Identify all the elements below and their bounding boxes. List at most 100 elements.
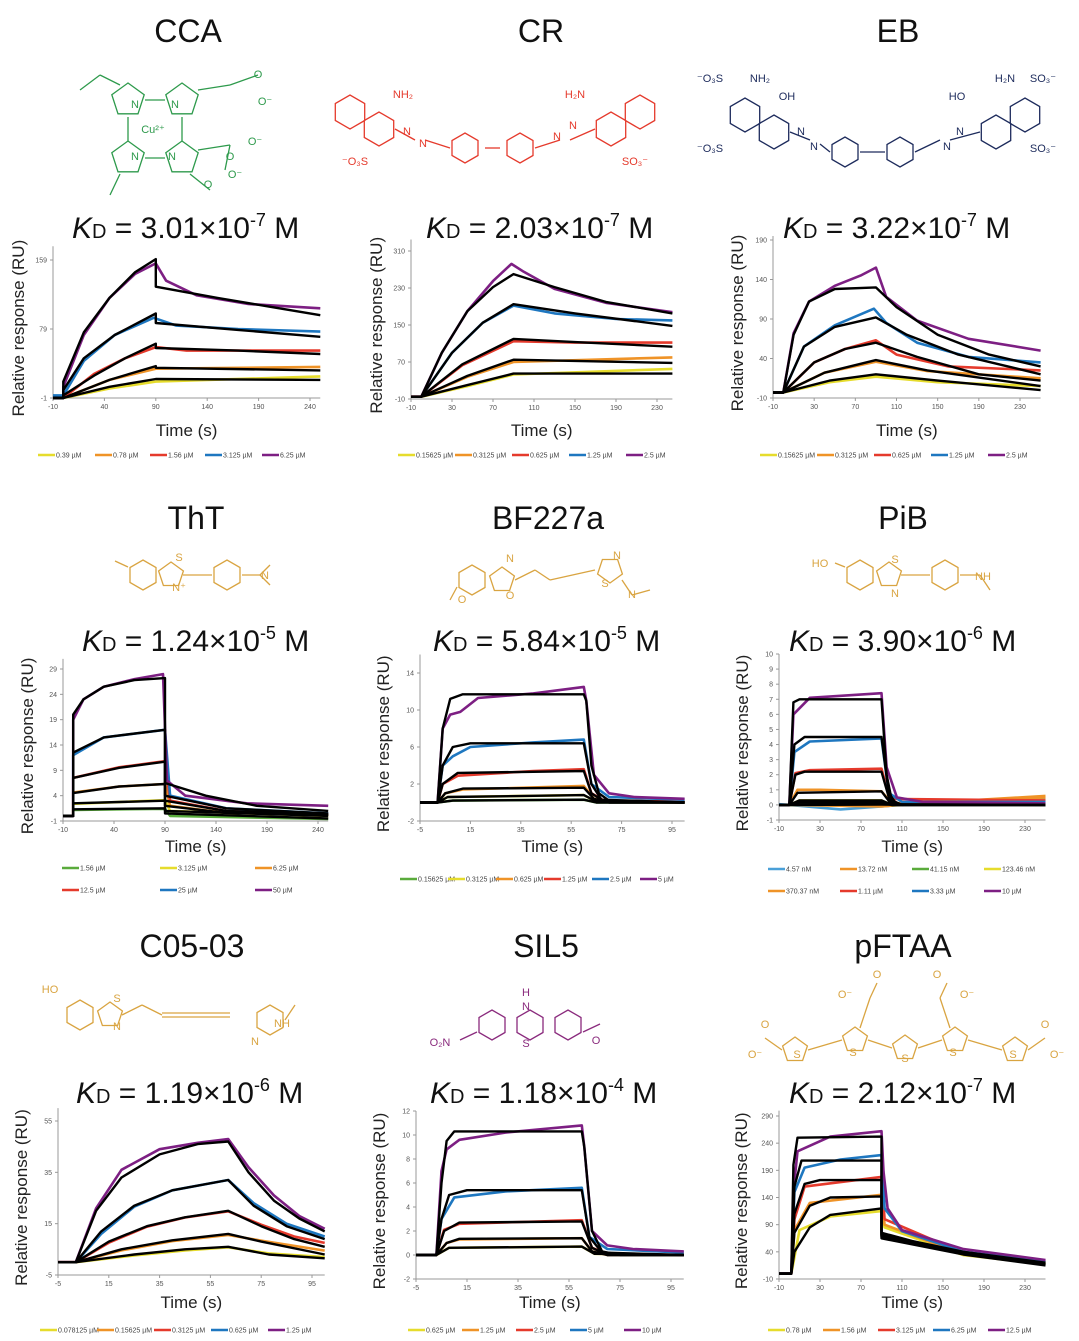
bond bbox=[121, 1004, 143, 1016]
legend-label: 1.25 µM bbox=[286, 1328, 312, 1335]
y-tick-label: 9 bbox=[769, 667, 773, 674]
x-tick-label: -10 bbox=[406, 405, 416, 412]
y-axis-label: Relative response (RU) bbox=[732, 1112, 751, 1289]
legend-item: 1.56 µM bbox=[823, 1328, 867, 1335]
atom-label: NH₂ bbox=[393, 89, 413, 101]
bond bbox=[259, 564, 271, 576]
y-tick-label: 140 bbox=[755, 277, 767, 284]
atom-label: OH bbox=[779, 91, 796, 103]
y-tick-label: 10 bbox=[402, 1133, 410, 1140]
bond bbox=[869, 982, 878, 999]
bond bbox=[259, 574, 271, 586]
y-tick-label: 15 bbox=[44, 1221, 52, 1228]
y-tick-label: 8 bbox=[769, 682, 773, 689]
legend-item: 0.078125 µM bbox=[40, 1328, 99, 1335]
y-axis-label: Relative response (RU) bbox=[9, 240, 28, 417]
atom-label: O bbox=[254, 69, 263, 81]
legend-item: 0.3125 µM bbox=[448, 877, 499, 884]
panel-title: CCA bbox=[154, 13, 222, 49]
legend-item: 25 µM bbox=[160, 888, 198, 895]
legend-item: 10 µM bbox=[984, 889, 1022, 896]
bond bbox=[79, 74, 101, 91]
y-tick-label: -10 bbox=[763, 1277, 773, 1284]
x-tick-label: 30 bbox=[816, 1285, 824, 1292]
ring bbox=[458, 564, 486, 596]
kd-symbol: K bbox=[82, 625, 104, 658]
ring bbox=[980, 114, 1012, 150]
x-tick-label: -10 bbox=[768, 404, 778, 411]
atom-label: ⁻O₃S bbox=[697, 73, 723, 85]
legend-item: 6.25 µM bbox=[262, 453, 306, 460]
ring bbox=[1001, 1036, 1029, 1062]
x-tick-label: -5 bbox=[417, 827, 423, 834]
legend-item: 10 µM bbox=[624, 1328, 662, 1335]
kd-mantissa: = 1.19×10 bbox=[110, 1077, 253, 1110]
x-tick-label: 230 bbox=[651, 405, 663, 412]
bond bbox=[534, 139, 561, 149]
legend-label: 3.125 µM bbox=[178, 866, 207, 873]
bond bbox=[284, 1004, 296, 1021]
x-tick-label: 230 bbox=[1014, 404, 1026, 411]
fit-curve-5 bbox=[420, 693, 685, 804]
legend-label: 0.15625 µM bbox=[778, 453, 815, 460]
y-tick-label: 79 bbox=[39, 327, 47, 334]
atom-label: O bbox=[873, 969, 882, 981]
legend-label: 0.3125 µM bbox=[172, 1328, 205, 1335]
x-tick-label: 35 bbox=[517, 827, 525, 834]
y-tick-label: -1 bbox=[767, 818, 773, 825]
kd-subscript: D bbox=[809, 1086, 823, 1108]
legend-item: 370.37 nM bbox=[768, 889, 819, 896]
ring bbox=[157, 561, 185, 587]
panel-cca: CCA Cu²⁺ N N N N O O⁻ O O⁻ O O⁻ KD = 3.01×10-7 M -1 79… bbox=[9, 13, 321, 460]
atom-label: S bbox=[793, 1049, 800, 1061]
atom-label: S bbox=[113, 993, 120, 1005]
legend-label: 0.3125 µM bbox=[466, 877, 499, 884]
fit-curve-5 bbox=[63, 676, 329, 818]
legend-item: 0.15625 µM bbox=[400, 877, 455, 884]
fit-curve-4 bbox=[779, 1135, 1046, 1275]
legend-item: 2.5 µM bbox=[626, 453, 666, 460]
y-tick-label: 7 bbox=[769, 697, 773, 704]
panel-title: SIL5 bbox=[513, 928, 579, 964]
legend-item: 3.125 µM bbox=[878, 1328, 925, 1335]
x-tick-label: 35 bbox=[514, 1285, 522, 1292]
legend-item: 2.5 µM bbox=[516, 1328, 556, 1335]
x-tick-label: 190 bbox=[973, 404, 985, 411]
legend-item: 6.25 µM bbox=[255, 866, 299, 873]
bond bbox=[224, 144, 231, 171]
x-tick-label: 95 bbox=[308, 1281, 316, 1288]
atom-label: N bbox=[956, 126, 964, 138]
legend-label: 2.5 µM bbox=[610, 877, 632, 884]
kd-subscript: D bbox=[450, 1086, 464, 1108]
atom-label: S bbox=[601, 578, 608, 590]
x-tick-label: 140 bbox=[210, 827, 222, 834]
x-tick-label: 90 bbox=[161, 827, 169, 834]
legend-item: 0.78 µM bbox=[768, 1328, 812, 1335]
legend-label: 370.37 nM bbox=[786, 889, 819, 896]
legend: 0.15625 µM 0.3125 µM 0.625 µM 1.25 µM 2.5 µM bbox=[398, 453, 666, 460]
sensorgram-chart: -2 0 2 4 6 8 10 12 -5 15 35 55 75 95 Relative response… bbox=[370, 1109, 684, 1335]
y-tick-label: 6 bbox=[406, 1181, 410, 1188]
y-tick-label: 9 bbox=[53, 768, 57, 775]
ring bbox=[596, 558, 624, 584]
legend-item: 2.5 µM bbox=[592, 877, 632, 884]
legend-label: 0.15625 µM bbox=[115, 1328, 152, 1335]
atom-label: S bbox=[849, 1047, 856, 1059]
legend-label: 1.11 µM bbox=[858, 889, 883, 896]
kd-subscript: D bbox=[453, 634, 467, 656]
y-tick-label: -10 bbox=[757, 396, 767, 403]
legend-label: 6.25 µM bbox=[951, 1328, 977, 1335]
x-tick-label: 230 bbox=[1019, 1285, 1031, 1292]
x-tick-label: 150 bbox=[937, 1285, 949, 1292]
legend-item: 0.15625 µM bbox=[97, 1328, 152, 1335]
fit-curve-4 bbox=[416, 1130, 684, 1257]
x-tick-label: 70 bbox=[857, 1285, 865, 1292]
ring bbox=[478, 1009, 506, 1041]
chemical-structure: S N⁺ N bbox=[114, 552, 271, 594]
kd-unit: M bbox=[266, 212, 299, 245]
bond bbox=[141, 1004, 163, 1016]
panel-title: BF227a bbox=[492, 500, 604, 536]
legend-label: 1.25 µM bbox=[480, 1328, 506, 1335]
